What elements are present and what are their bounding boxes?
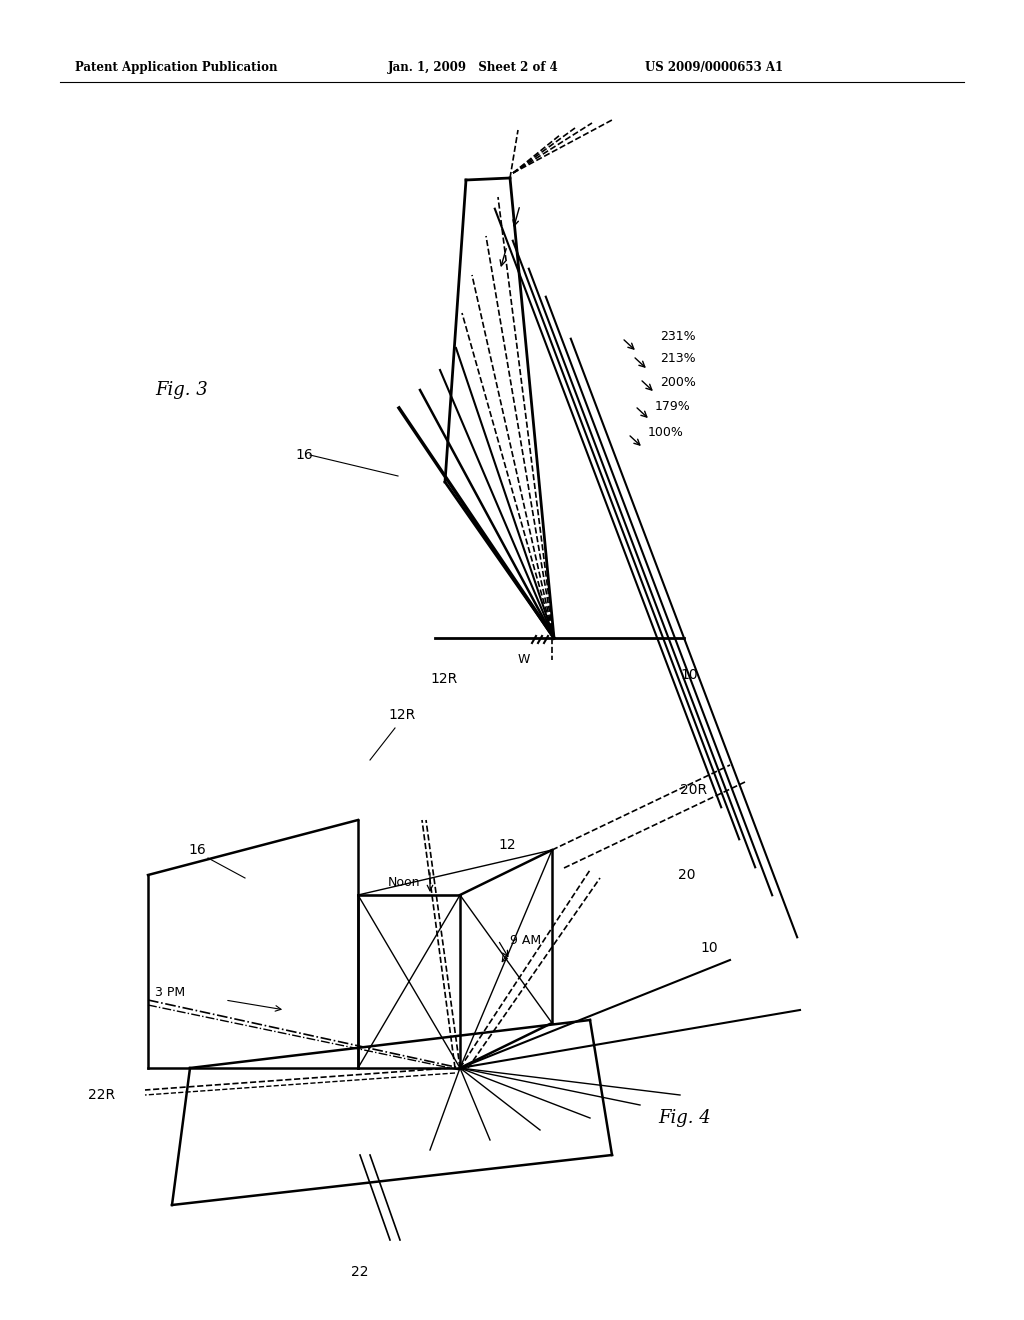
Text: 12R: 12R — [388, 708, 416, 722]
Text: 179%: 179% — [655, 400, 691, 413]
Text: 22R: 22R — [88, 1088, 115, 1102]
Text: Jan. 1, 2009   Sheet 2 of 4: Jan. 1, 2009 Sheet 2 of 4 — [388, 62, 559, 74]
Text: 200%: 200% — [660, 375, 696, 388]
Text: 16: 16 — [188, 843, 206, 857]
Text: 20R: 20R — [680, 783, 708, 797]
Text: 10: 10 — [680, 668, 697, 682]
Text: 9 AM: 9 AM — [510, 933, 541, 946]
Text: Fig. 3: Fig. 3 — [155, 381, 208, 399]
Text: 12R: 12R — [430, 672, 458, 686]
Text: US 2009/0000653 A1: US 2009/0000653 A1 — [645, 62, 783, 74]
Text: 10: 10 — [700, 941, 718, 954]
Text: 20: 20 — [678, 869, 695, 882]
Text: Patent Application Publication: Patent Application Publication — [75, 62, 278, 74]
Text: 22: 22 — [351, 1265, 369, 1279]
Text: 16: 16 — [295, 447, 312, 462]
Text: Fig. 4: Fig. 4 — [658, 1109, 711, 1127]
Text: 12: 12 — [498, 838, 516, 851]
Text: 100%: 100% — [648, 425, 684, 438]
Text: Noon: Noon — [388, 875, 421, 888]
Text: 213%: 213% — [660, 351, 695, 364]
Text: W: W — [518, 653, 530, 667]
Text: 3 PM: 3 PM — [155, 986, 185, 998]
Text: 231%: 231% — [660, 330, 695, 342]
